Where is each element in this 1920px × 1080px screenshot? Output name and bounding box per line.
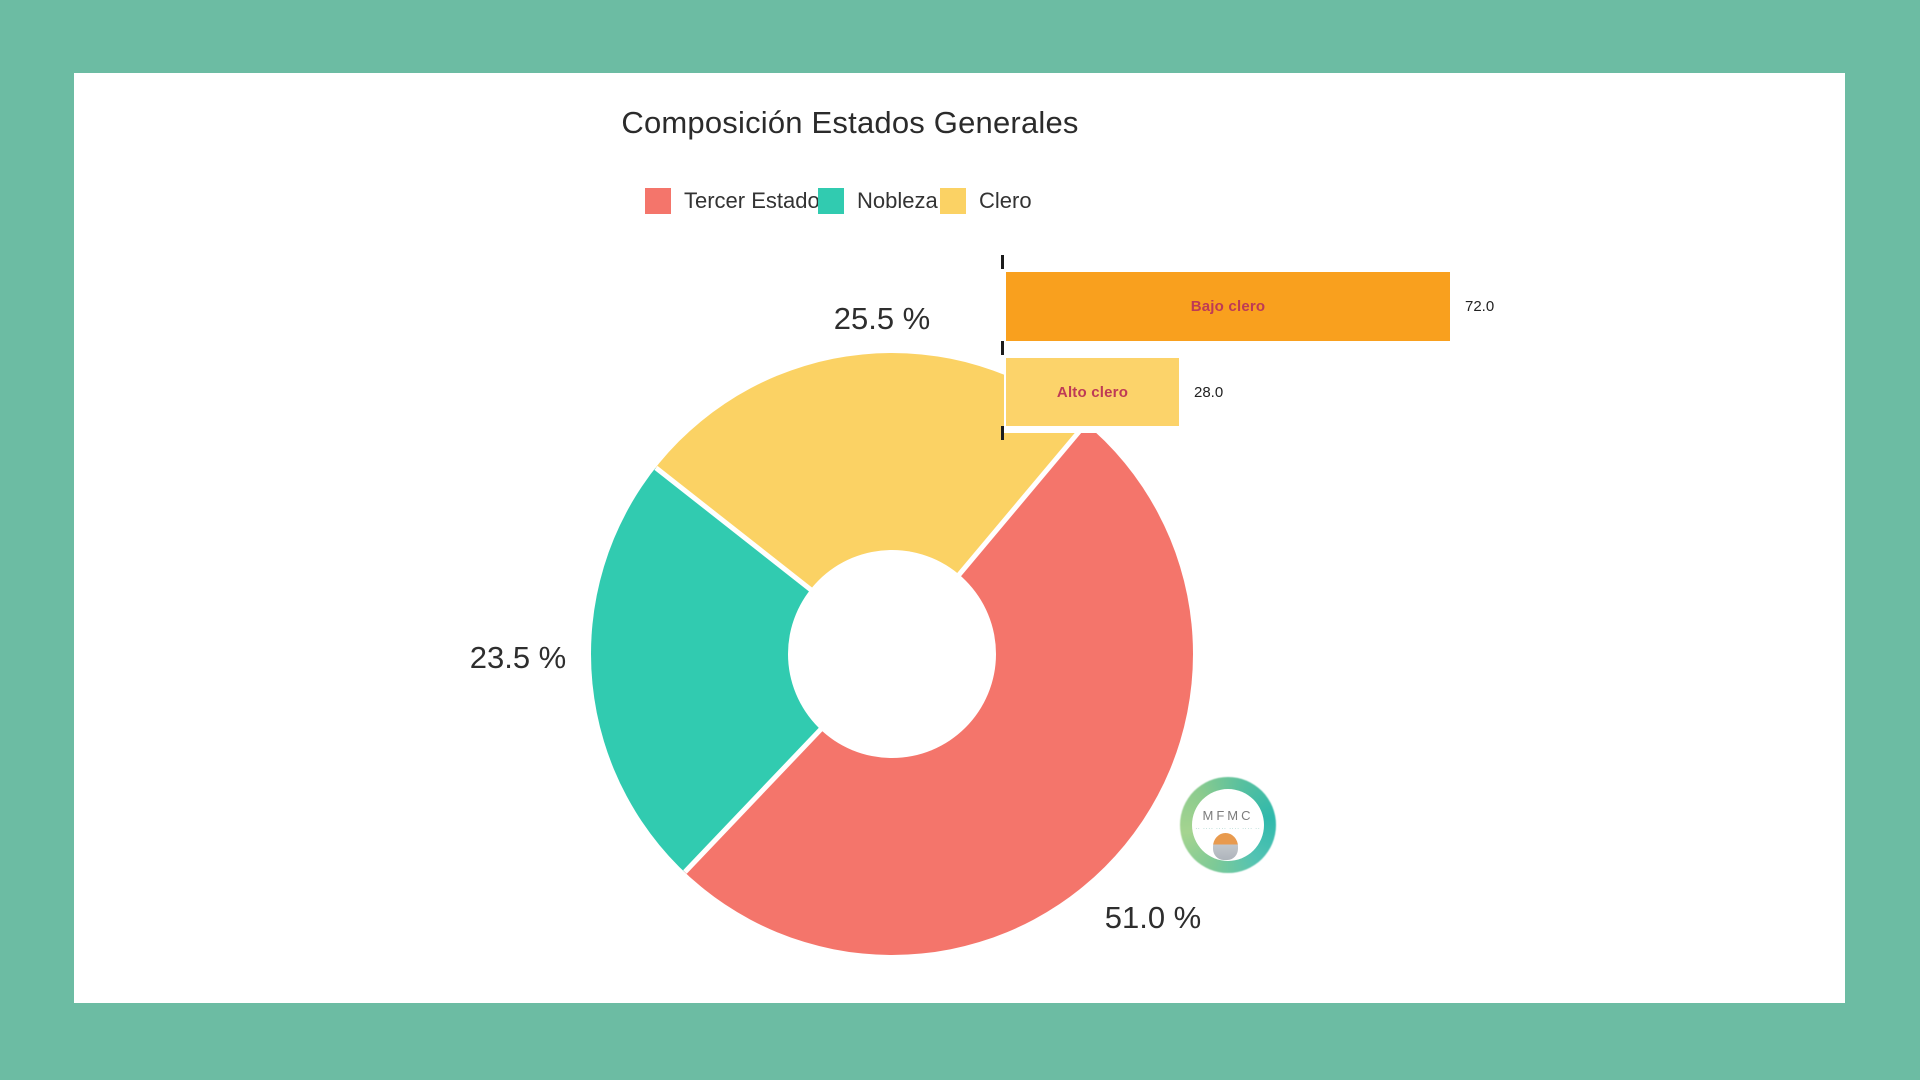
bar-row-bajo-clero: Bajo clero 72.0	[1006, 272, 1494, 341]
bar-value: 72.0	[1465, 298, 1495, 315]
legend-item-nobleza: Nobleza	[818, 188, 938, 214]
legend-swatch-clero	[940, 188, 966, 214]
axis-tick	[1001, 255, 1004, 269]
chart-title: Composición Estados Generales	[621, 105, 1079, 140]
axis-tick	[1001, 426, 1004, 440]
mfmc-logo: MFMC ·· ···· ···· ···· ···· ··	[1180, 777, 1276, 873]
donut-hole	[788, 550, 996, 758]
bar-row-alto-clero: Alto clero 28.0	[1006, 358, 1223, 426]
bar-value: 28.0	[1194, 383, 1224, 401]
legend-swatch-nobleza	[818, 188, 844, 214]
pie-percent-label-clero: 25.5 %	[833, 301, 931, 336]
legend-label: Tercer Estado	[684, 188, 820, 213]
axis-tick	[1001, 341, 1004, 355]
logo-text: MFMC	[1202, 808, 1254, 823]
bar-label: Bajo clero	[1190, 298, 1266, 315]
bar-alto-clero: Alto clero	[1006, 358, 1179, 426]
bar-bajo-clero: Bajo clero	[1006, 272, 1450, 341]
bar-label: Alto clero	[1056, 383, 1129, 401]
legend-item-clero: Clero	[940, 188, 1032, 214]
logo-tagline: ·· ···· ···· ···· ···· ··	[1195, 826, 1261, 832]
pie-percent-label-tercer-estado: 51.0 %	[1104, 900, 1202, 935]
legend-label: Clero	[979, 188, 1032, 213]
pie-percent-label-nobleza: 23.5 %	[469, 640, 567, 675]
legend-swatch-tercer-estado	[645, 188, 671, 214]
person-avatar-icon	[1213, 833, 1238, 860]
legend-label: Nobleza	[857, 188, 938, 213]
legend-item-tercer-estado: Tercer Estado	[645, 188, 820, 214]
